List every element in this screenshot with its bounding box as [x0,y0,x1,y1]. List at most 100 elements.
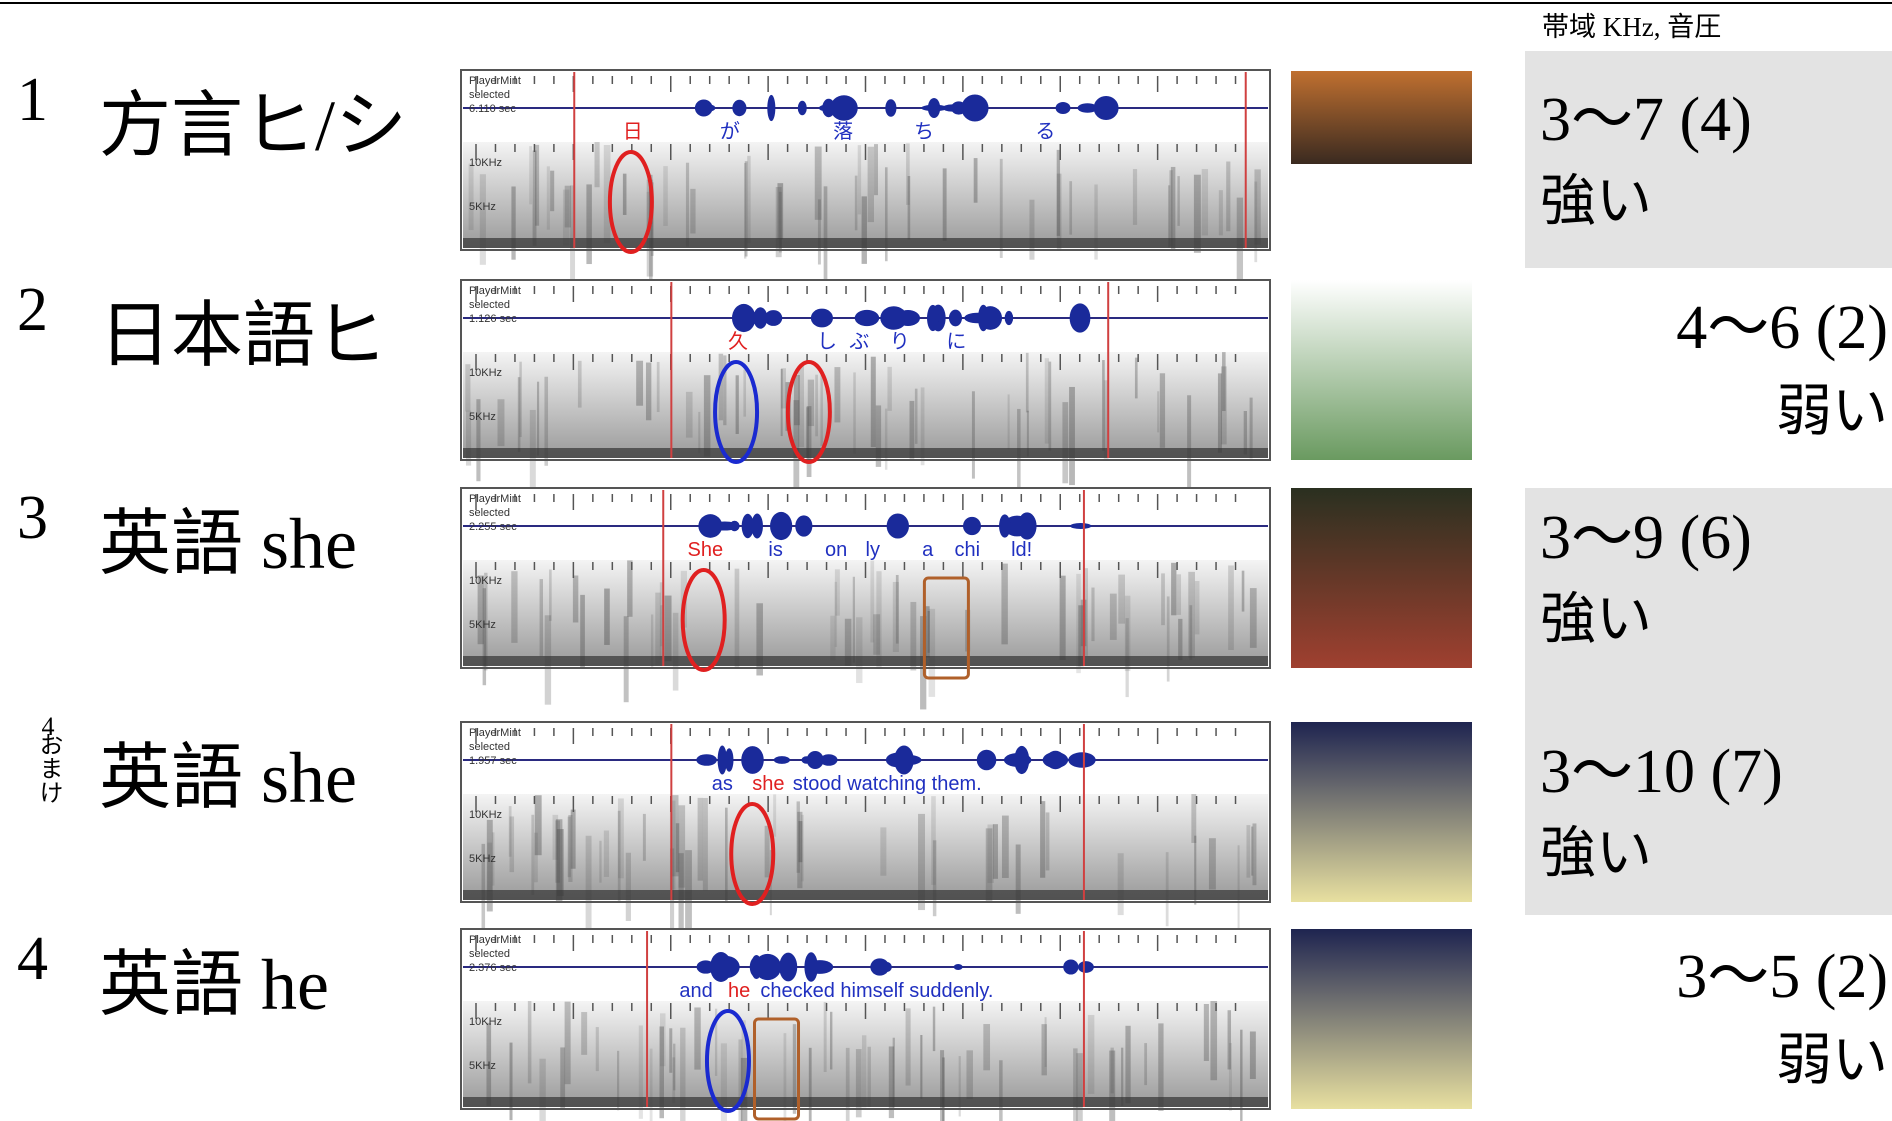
spectrogram-streak [820,375,822,446]
waveform-blob [767,95,775,121]
lyric: し [817,331,837,353]
spectrogram-streak [586,184,591,264]
waveform-blob [751,514,763,539]
player-label: 2.376 sec [469,962,517,974]
player-label: 10KHz [469,575,502,587]
spectrogram-streak [1222,352,1226,411]
lyric: as [712,773,733,795]
spectrogram-streak [908,176,911,239]
waveform-blob [698,514,722,538]
spectrogram-streak [798,821,802,862]
pressure: 弱い [1776,381,1888,443]
spectrogram-streak [1195,581,1200,634]
waveform-blob [811,309,833,328]
player-label: 10KHz [469,1016,502,1028]
waveform-blob [855,310,879,326]
waveform-blob [1005,311,1013,325]
spectrogram-streak [1188,572,1195,658]
spectrogram-streak [539,1059,545,1121]
waveform-blob [1068,752,1095,768]
spectrogram-streak [868,147,874,222]
spectrogram-streak [856,1049,862,1117]
spectrogram-streak [1251,827,1253,876]
lyric: and [679,980,712,1002]
lyric: on [825,539,847,561]
waveform-blob [801,756,811,763]
spectrogram-streak [853,577,855,663]
waveform-blob [795,515,812,536]
player-label: 1.957 sec [469,755,517,767]
spectrogram-streak [509,816,514,872]
spectrogram-streak [528,1001,532,1083]
spectrogram-streak [824,1002,827,1072]
waveform-blob [764,310,782,326]
player-label: PlayerMint [469,727,521,739]
spectrogram-streak [540,579,543,656]
spectrogram-streak [725,808,728,903]
waveform-blob [718,746,727,775]
spectrogram-streak [518,377,521,452]
spectrogram-streak [915,389,918,444]
spectrogram-streak [871,357,876,447]
row-note: おまけ [35,732,61,804]
spectrogram-streak [531,815,534,895]
waveform-blob [963,517,981,535]
spectrogram-streak [920,1035,922,1099]
column-label: 帯域 KHz, 音圧 [1542,12,1721,42]
spectrogram-streak [1246,825,1250,878]
band: 3〜9 (6) [1540,504,1752,572]
spectrogram-streak [1046,812,1050,870]
spectrogram-streak [487,843,492,892]
spectrogram-streak [773,794,776,836]
spectrogram-streak [618,798,624,878]
spectrogram-streak [830,1012,832,1070]
spectrogram-streak [929,609,936,697]
spectrogram-streak [565,1002,571,1085]
spectrogram-streak [596,1027,599,1071]
lyric: る [1035,121,1055,143]
spectrogram-streak [870,561,874,643]
waveform-blob [921,105,947,111]
spectrogram-streak [1218,373,1222,452]
spectrogram-streak [940,1050,944,1121]
spectrogram: PlayerMintselected1.126 sec10KHz5KHz久しぶり… [461,280,1270,506]
spectrogram-streak [1177,176,1179,226]
spectrogram-streak [626,853,631,921]
spectrogram-streak [686,392,693,438]
spectrogram: PlayerMintselected2.255 sec10KHz5KHzShei… [461,488,1270,709]
waveform-blob [774,756,790,764]
lyric: stood watching them. [793,773,982,795]
spectrogram-streak [680,1028,685,1121]
spectrogram-streak [550,171,554,212]
spectrogram-streak [1060,576,1066,660]
band: 4〜6 (2) [1676,294,1888,362]
spectrogram-streak [1118,575,1125,624]
spectrogram-streak [1202,169,1208,235]
spectrogram-streak [469,164,474,230]
spectrogram-floor [463,238,1268,248]
highlight-box [1525,51,1892,268]
spectrogram-floor [463,1097,1268,1107]
waveform-blob [695,104,715,112]
spectrogram-streak [1254,182,1257,263]
spectrogram-streak [834,367,840,422]
lyric: 落 [833,120,853,143]
waveform-blob [804,952,817,982]
spectrogram-streak [983,1024,990,1070]
waveform-blob [999,514,1010,537]
pressure: 強い [1540,171,1652,233]
waveform-blob [1078,961,1094,973]
waveform-blob [897,755,922,765]
spectrogram-streak [676,823,679,872]
spectrogram: PlayerMintselected1.957 sec10KHz5KHzassh… [461,722,1270,949]
spectrogram-streak [703,798,708,890]
spectrogram-streak [1250,588,1257,648]
lyric: に [946,331,966,353]
lyric: が [720,120,740,143]
spectrogram-streak [1161,573,1165,625]
spectrogram-streak [855,176,858,231]
waveform-blob [880,306,907,330]
spectrogram-streak [533,150,537,245]
spectrogram-streak [1049,362,1052,451]
spectrogram: PlayerMintselected6.110 sec10KHz5KHz日が落ち… [461,70,1270,283]
